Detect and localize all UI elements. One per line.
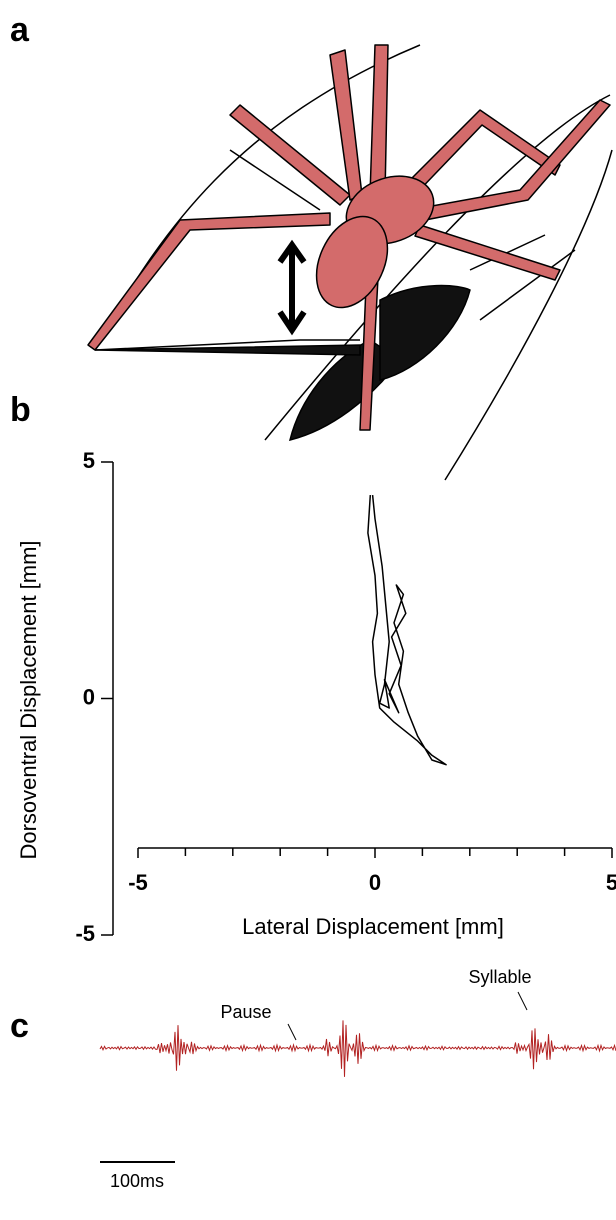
y-tick-label: 5	[83, 448, 95, 473]
panel-label: b	[10, 391, 31, 429]
oscillogram-trace	[99, 1020, 616, 1077]
oscillogram: Pause Syllable 100ms	[99, 967, 616, 1191]
trajectory-chart: Lateral Displacement [mm] Dorsoventral D…	[16, 448, 616, 946]
annotation: Pause	[220, 1002, 271, 1022]
annotation: Syllable	[468, 967, 531, 987]
panel-label: a	[10, 11, 30, 49]
scale-bar-label: 100ms	[110, 1171, 164, 1191]
x-tick-label: 0	[369, 870, 381, 895]
spider-illustration	[87, 44, 613, 481]
y-axis-label: Dorsoventral Displacement [mm]	[16, 540, 41, 859]
panel-label: c	[10, 1007, 29, 1045]
x-axis-label: Lateral Displacement [mm]	[242, 914, 504, 939]
x-tick-label: -5	[128, 870, 148, 895]
trajectory	[367, 495, 447, 766]
y-tick-label: 0	[83, 684, 95, 709]
y-tick-label: -5	[75, 921, 95, 946]
annotation-leader	[287, 1023, 297, 1041]
x-tick-label: 5	[606, 870, 616, 895]
annotation-leader	[517, 991, 528, 1011]
